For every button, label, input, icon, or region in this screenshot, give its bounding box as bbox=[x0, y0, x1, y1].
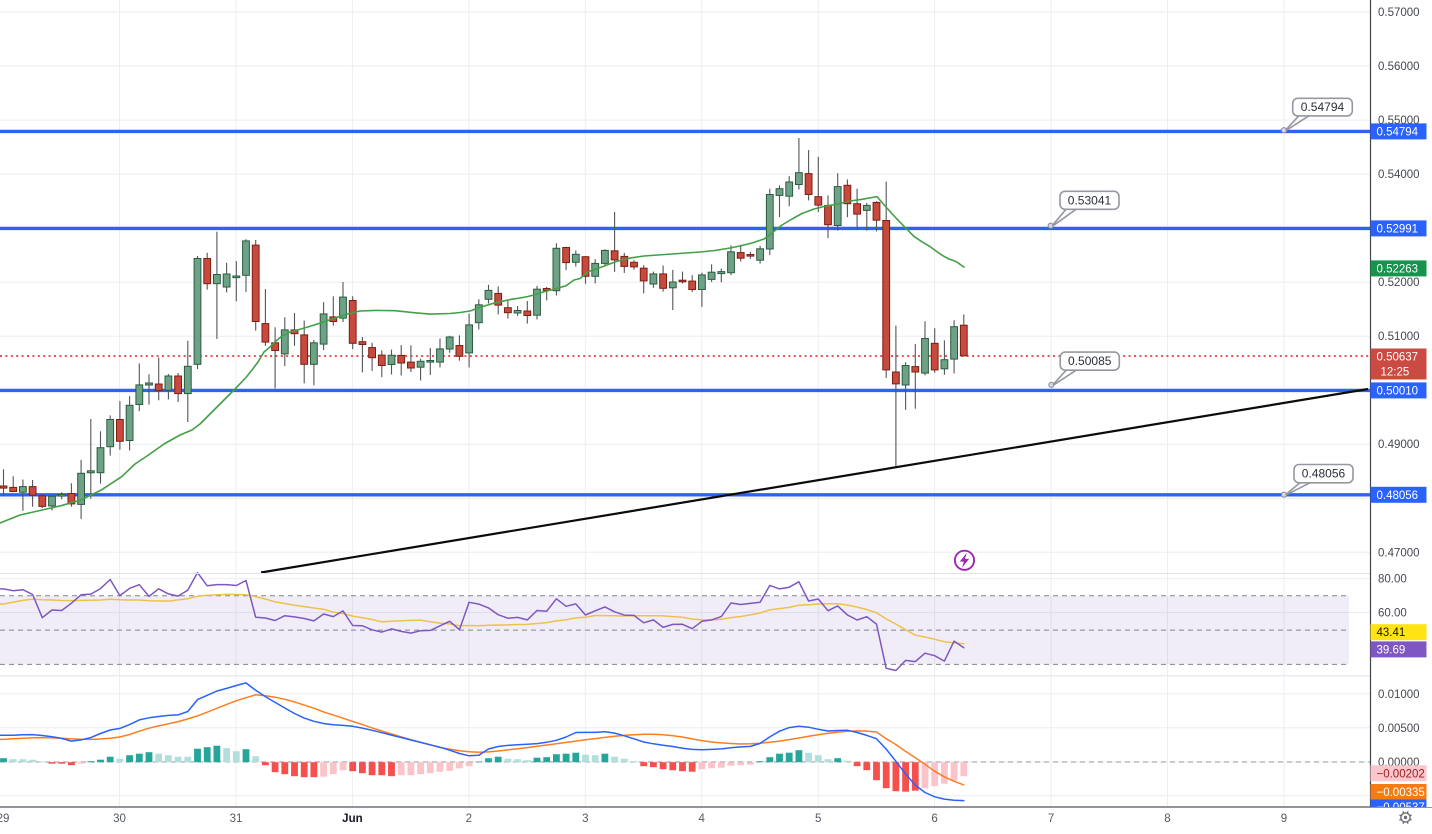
svg-text:43.41: 43.41 bbox=[1377, 627, 1406, 639]
svg-text:0.54000: 0.54000 bbox=[1378, 169, 1420, 181]
svg-text:9: 9 bbox=[1281, 813, 1287, 825]
svg-text:0.50085: 0.50085 bbox=[1068, 354, 1112, 368]
svg-text:39.69: 39.69 bbox=[1377, 644, 1406, 656]
svg-text:0.00500: 0.00500 bbox=[1378, 723, 1420, 735]
svg-text:0.52263: 0.52263 bbox=[1377, 263, 1419, 275]
svg-text:5: 5 bbox=[815, 813, 821, 825]
svg-text:0.54794: 0.54794 bbox=[1377, 126, 1419, 138]
svg-text:3: 3 bbox=[582, 813, 588, 825]
svg-text:0.48056: 0.48056 bbox=[1377, 490, 1419, 502]
svg-text:6: 6 bbox=[931, 813, 937, 825]
svg-text:0.50637: 0.50637 bbox=[1377, 352, 1419, 364]
svg-text:0.47000: 0.47000 bbox=[1378, 547, 1420, 559]
svg-text:0.57000: 0.57000 bbox=[1378, 7, 1420, 19]
svg-text:−0.00335: −0.00335 bbox=[1377, 787, 1425, 799]
svg-text:0.50010: 0.50010 bbox=[1377, 385, 1419, 397]
svg-text:29: 29 bbox=[0, 813, 9, 825]
svg-text:4: 4 bbox=[698, 813, 705, 825]
svg-text:7: 7 bbox=[1048, 813, 1054, 825]
svg-text:0.54794: 0.54794 bbox=[1301, 100, 1345, 114]
svg-text:80.00: 80.00 bbox=[1378, 574, 1407, 586]
svg-text:−0.00537: −0.00537 bbox=[1377, 802, 1425, 814]
svg-text:12:25: 12:25 bbox=[1381, 367, 1410, 379]
svg-text:−0.00202: −0.00202 bbox=[1377, 768, 1425, 780]
svg-text:2: 2 bbox=[466, 813, 472, 825]
svg-text:Jun: Jun bbox=[342, 813, 362, 825]
svg-text:60.00: 60.00 bbox=[1378, 608, 1407, 620]
svg-text:0.51000: 0.51000 bbox=[1378, 331, 1420, 343]
svg-text:0.52000: 0.52000 bbox=[1378, 277, 1420, 289]
svg-text:0.01000: 0.01000 bbox=[1378, 689, 1420, 701]
svg-text:8: 8 bbox=[1164, 813, 1170, 825]
svg-text:0.56000: 0.56000 bbox=[1378, 61, 1420, 73]
svg-text:0.48056: 0.48056 bbox=[1302, 467, 1346, 481]
svg-text:30: 30 bbox=[113, 813, 126, 825]
svg-text:31: 31 bbox=[230, 813, 243, 825]
svg-text:0.52991: 0.52991 bbox=[1377, 223, 1419, 235]
svg-text:0.53041: 0.53041 bbox=[1068, 193, 1112, 207]
svg-text:0.49000: 0.49000 bbox=[1378, 439, 1420, 451]
